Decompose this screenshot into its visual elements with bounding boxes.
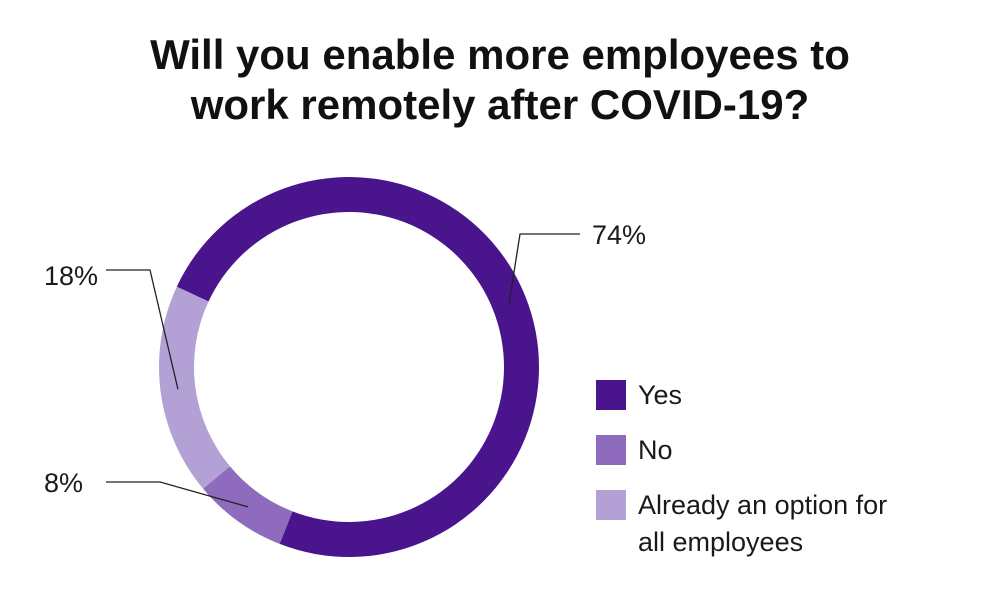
legend-swatch-no [596,435,626,465]
slice-value-label-1: 74% [592,220,646,250]
chart-title-line-2: work remotely after COVID-19? [190,81,810,128]
slice-value-label-3: 18% [44,261,98,291]
slice-leader-lines [106,233,580,508]
legend-label-already-option-line-1: Already an option for [638,490,888,520]
slice-value-labels: 74% 8% 18% [44,220,646,498]
legend-label-already-option-line-2: all employees [638,527,804,557]
slice-no [203,466,293,544]
legend-swatch-yes [596,380,626,410]
slice-value-label-2: 8% [44,468,83,498]
chart-title: Will you enable more employees to work r… [0,30,1000,130]
donut-slices [158,177,539,558]
legend-swatch-already-option [596,490,626,520]
leader-line-3 [106,269,179,390]
leader-line-1 [508,233,580,304]
legend-label-yes: Yes [638,380,683,410]
legend-label-no: No [638,435,673,465]
slice-already-an-option-for-all-employees [158,286,230,489]
chart-title-line-1: Will you enable more employees to [150,31,850,78]
leader-line-2 [106,481,249,508]
